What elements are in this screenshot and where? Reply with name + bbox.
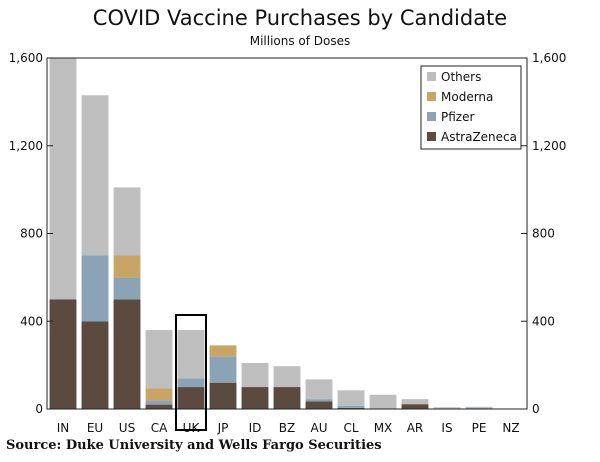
category-label-jp: JP: [217, 421, 229, 435]
category-label-id: ID: [249, 421, 262, 435]
bar-in-others: [49, 58, 77, 300]
category-label-is: IS: [441, 421, 452, 435]
legend-label-pfizer: Pfizer: [441, 110, 474, 124]
bar-pe-others: [465, 406, 493, 408]
bar-cl-others: [337, 390, 365, 406]
category-label-cl: CL: [343, 421, 358, 435]
bar-au-others: [305, 379, 333, 400]
bar-id-astrazeneca: [241, 387, 269, 409]
chart-title: COVID Vaccine Purchases by Candidate: [92, 6, 508, 30]
category-label-eu: EU: [87, 421, 103, 435]
category-label-mx: MX: [374, 421, 393, 435]
bar-id-others: [241, 362, 269, 388]
left-tick-label: 1,200: [9, 139, 43, 153]
axis-ticks: 0 0 400 400 800 800 1,200 1,200 1,600 1,600: [9, 51, 567, 416]
legend-swatch-others: [427, 72, 436, 81]
category-label-ca: CA: [151, 421, 168, 435]
left-tick-label: 400: [20, 314, 43, 328]
right-tick-label: 400: [532, 314, 555, 328]
bar-ca-others: [145, 330, 173, 389]
legend-swatch-pfizer: [427, 112, 436, 121]
right-tick-label: 1,200: [532, 139, 566, 153]
bar-us-pfizer: [113, 277, 141, 300]
right-tick-label: 1,600: [532, 51, 566, 65]
bar-mx-others: [369, 394, 397, 409]
bars-group: [49, 58, 493, 409]
chart-subtitle: Millions of Doses: [249, 34, 351, 48]
legend-label-moderna: Moderna: [441, 90, 493, 104]
left-tick-label: 800: [20, 227, 43, 241]
bar-ar-astrazeneca: [401, 404, 429, 409]
bar-pe-pfizer: [465, 407, 493, 409]
bar-us-astrazeneca: [113, 299, 141, 409]
legend-label-astrazeneca: AstraZeneca: [441, 130, 517, 144]
bar-bz-others: [273, 366, 301, 388]
bar-ca-pfizer: [145, 400, 173, 405]
bar-eu-astrazeneca: [81, 321, 109, 409]
bar-in-astrazeneca: [49, 299, 77, 409]
bar-eu-others: [81, 95, 109, 256]
bar-jp-pfizer: [209, 356, 237, 383]
right-tick-label: 0: [532, 402, 540, 416]
left-tick-label: 0: [35, 402, 43, 416]
bar-uk-pfizer: [177, 378, 205, 388]
legend-swatch-moderna: [427, 92, 436, 101]
category-labels: IN EU US CA UK JP ID BZ AU CL MX AR IS PE NZ: [57, 421, 520, 435]
highlight-box: [175, 314, 207, 431]
right-tick-label: 800: [532, 227, 555, 241]
category-label-ar: AR: [407, 421, 424, 435]
category-label-uk: UK: [183, 421, 201, 435]
bar-ar-others: [401, 399, 429, 405]
legend: Others Moderna Pfizer AstraZeneca: [420, 65, 522, 150]
bar-uk-others: [177, 330, 205, 379]
bar-eu-pfizer: [81, 255, 109, 322]
category-label-au: AU: [311, 421, 328, 435]
bar-uk-astrazeneca: [177, 387, 205, 409]
category-label-nz: NZ: [502, 421, 519, 435]
legend-box: [420, 65, 522, 150]
bar-is-others: [433, 407, 461, 409]
bar-us-others: [113, 187, 141, 256]
legend-swatch-astrazeneca: [427, 132, 436, 141]
left-tick-label: 1,600: [9, 51, 43, 65]
bar-ca-moderna: [145, 388, 173, 401]
category-label-us: US: [119, 421, 135, 435]
category-label-pe: PE: [472, 421, 487, 435]
source-note: Source: Duke University and Wells Fargo …: [6, 438, 382, 453]
bar-au-astrazeneca: [305, 401, 333, 409]
bar-us-moderna: [113, 255, 141, 278]
bar-au-pfizer: [305, 399, 333, 402]
bar-bz-astrazeneca: [273, 387, 301, 409]
category-label-bz: BZ: [279, 421, 295, 435]
bar-cl-pfizer: [337, 405, 365, 408]
bar-ca-astrazeneca: [145, 404, 173, 409]
legend-label-others: Others: [441, 70, 481, 84]
bar-jp-moderna: [209, 345, 237, 357]
bar-cl-astrazeneca: [337, 407, 365, 409]
bar-jp-astrazeneca: [209, 382, 237, 409]
category-label-in: IN: [57, 421, 70, 435]
